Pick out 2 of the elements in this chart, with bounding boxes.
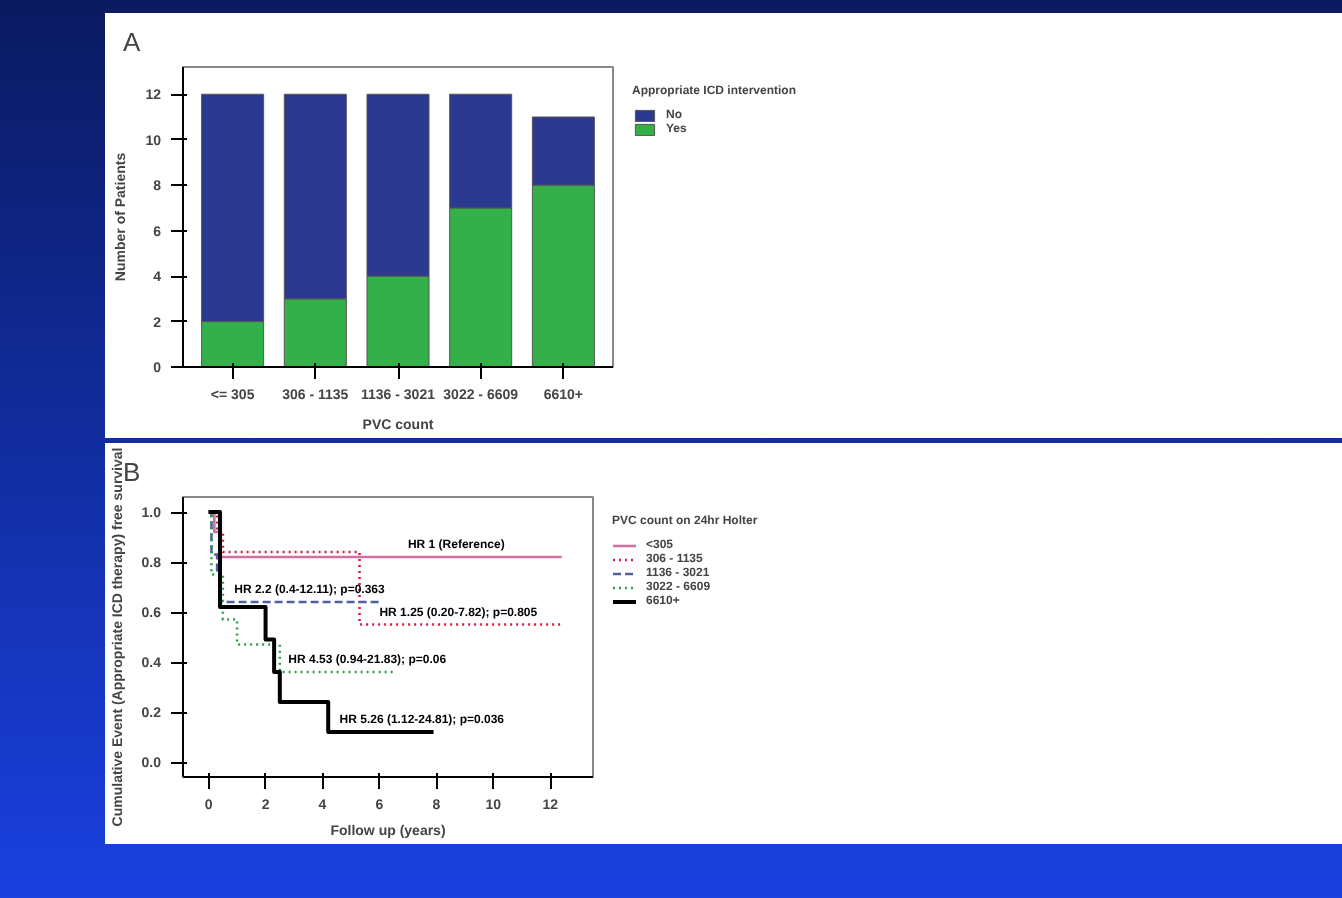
text: B (123, 457, 141, 487)
text: A (123, 27, 141, 57)
